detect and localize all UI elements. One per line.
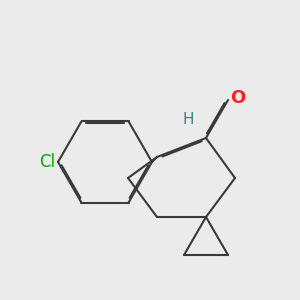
Text: Cl: Cl	[39, 153, 55, 171]
Text: H: H	[182, 112, 194, 128]
Text: O: O	[230, 89, 246, 107]
